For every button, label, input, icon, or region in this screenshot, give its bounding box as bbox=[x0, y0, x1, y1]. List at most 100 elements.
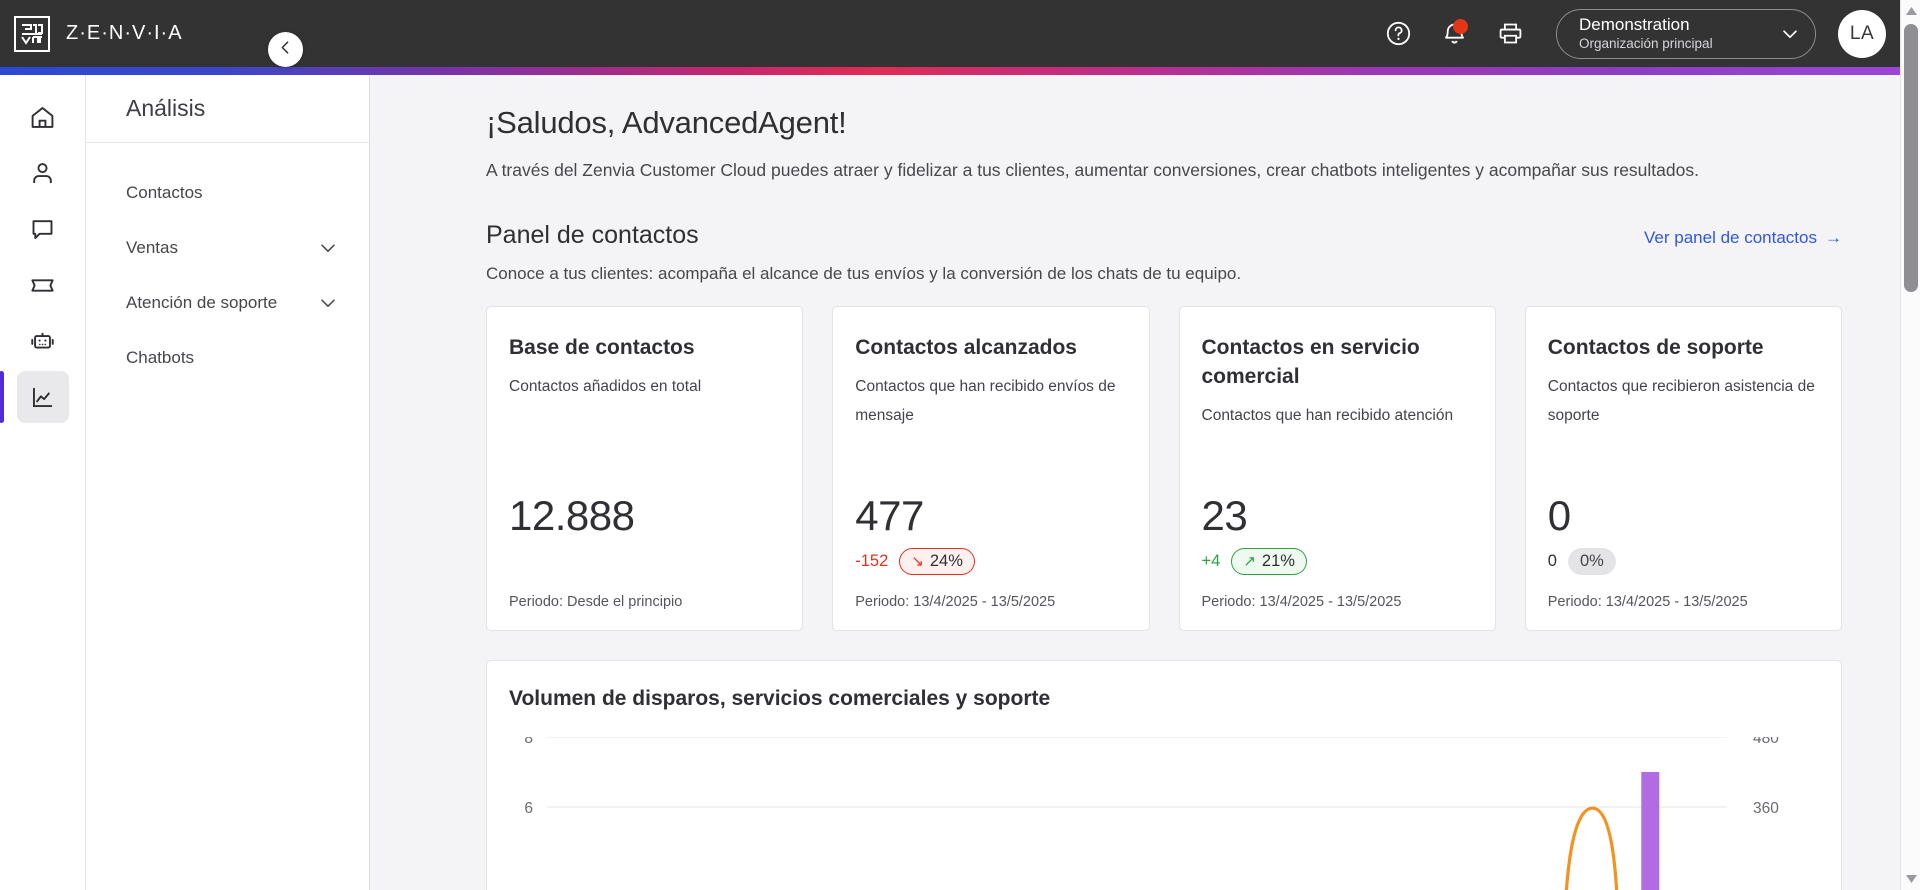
arrow-right-icon: → bbox=[1825, 228, 1842, 247]
chart-svg: 8 6 480 360 bbox=[524, 737, 1779, 890]
top-bar-actions: Demonstration Organización principal LA bbox=[1370, 6, 1900, 62]
person-icon bbox=[29, 160, 56, 187]
brand-gradient-strip bbox=[0, 67, 1900, 75]
organization-subtitle: Organización principal bbox=[1579, 36, 1713, 51]
status-badge: ↗ 21% bbox=[1231, 548, 1307, 575]
chart-line bbox=[1564, 806, 1619, 890]
metric-card-delta-row: 0 0% bbox=[1548, 547, 1819, 576]
metric-card-title: Contactos de soporte bbox=[1547, 336, 1764, 359]
brand[interactable]: Z·E·N·V·I·A bbox=[14, 15, 183, 52]
nav-panel-header: Análisis bbox=[86, 75, 369, 143]
chart-plot[interactable]: 8 6 480 360 bbox=[487, 737, 1841, 890]
chart-bar bbox=[1641, 772, 1660, 890]
brand-wordmark: Z·E·N·V·I·A bbox=[66, 22, 183, 44]
organization-text: Demonstration Organización principal bbox=[1579, 14, 1713, 53]
metric-card-value: 12.888 bbox=[509, 492, 635, 539]
status-badge-label: 21% bbox=[1261, 552, 1295, 570]
rail-item-analytics[interactable] bbox=[0, 371, 69, 423]
status-badge-label: 24% bbox=[929, 552, 963, 570]
trend-up-icon: ↗ bbox=[1243, 553, 1256, 570]
organization-selector[interactable]: Demonstration Organización principal bbox=[1556, 8, 1816, 59]
metric-card-delta: -152 bbox=[855, 552, 889, 570]
bell-icon bbox=[1441, 20, 1468, 47]
rail-item-home[interactable] bbox=[17, 91, 69, 143]
section-title: Panel de contactos bbox=[486, 221, 699, 249]
spacer bbox=[509, 401, 780, 492]
chat-bubble-icon bbox=[29, 216, 56, 243]
nav-item-label: Contactos bbox=[126, 182, 203, 202]
avatar[interactable]: LA bbox=[1838, 9, 1886, 58]
metric-card-value: 23 bbox=[1201, 492, 1248, 539]
chart-title: Volumen de disparos, servicios comercial… bbox=[509, 687, 1051, 710]
print-button[interactable] bbox=[1482, 6, 1538, 62]
chart-card: Volumen de disparos, servicios comercial… bbox=[486, 660, 1842, 890]
page-scrollbar[interactable] bbox=[1900, 0, 1920, 890]
organization-name: Demonstration bbox=[1579, 15, 1690, 34]
metric-card-description: Contactos añadidos en total bbox=[509, 378, 702, 395]
metric-card-delta: +4 bbox=[1201, 552, 1221, 570]
nav-item-label: Atención de soporte bbox=[126, 292, 278, 312]
chevron-down-icon[interactable] bbox=[317, 237, 339, 259]
nav-item-label: Chatbots bbox=[126, 347, 195, 367]
section-subtitle: Conoce a tus clientes: acompaña el alcan… bbox=[486, 264, 1242, 283]
spacer bbox=[1202, 430, 1473, 492]
nav-panel-list: Contactos Ventas Atención de soporte Cha… bbox=[86, 143, 369, 385]
nav-item-contactos[interactable]: Contactos bbox=[86, 165, 369, 220]
page-title: ¡Saludos, AdvancedAgent! bbox=[486, 105, 847, 140]
rail-item-contacts[interactable] bbox=[17, 147, 69, 199]
metric-card-delta-row: +4 ↗ 21% bbox=[1202, 547, 1473, 576]
zenvia-logo-icon bbox=[14, 15, 50, 52]
status-badge: 0% bbox=[1567, 548, 1616, 575]
rail-item-tickets[interactable] bbox=[17, 259, 69, 311]
chevron-left-icon bbox=[277, 39, 294, 61]
spacer bbox=[1548, 430, 1819, 492]
metric-card-description: Contactos que recibieron asistencia de s… bbox=[1547, 378, 1815, 424]
scroll-up-arrow-icon[interactable] bbox=[1901, 2, 1920, 20]
rail-item-chats[interactable] bbox=[17, 203, 69, 255]
metric-card-value: 477 bbox=[855, 492, 924, 539]
ticket-icon bbox=[29, 272, 56, 299]
view-contacts-panel-link[interactable]: Ver panel de contactos → bbox=[1644, 228, 1842, 248]
notification-badge bbox=[1453, 18, 1468, 34]
link-label: Ver panel de contactos bbox=[1644, 228, 1817, 247]
help-circle-icon bbox=[1385, 20, 1412, 47]
help-button[interactable] bbox=[1370, 6, 1426, 62]
printer-icon bbox=[1497, 20, 1524, 47]
chart-right-tick-label: 480 bbox=[1753, 737, 1779, 747]
status-badge-label: 0% bbox=[1579, 552, 1604, 570]
metric-card-list: Base de contactos Contactos añadidos en … bbox=[486, 306, 1842, 631]
nav-panel-title: Análisis bbox=[126, 95, 206, 121]
main-content: ¡Saludos, AdvancedAgent! A través del Ze… bbox=[371, 75, 1900, 890]
metric-card-description: Contactos que han recibido atención bbox=[1201, 407, 1454, 424]
trend-down-icon: ↘ bbox=[911, 553, 924, 570]
metric-card-title: Base de contactos bbox=[509, 336, 695, 359]
chevron-down-icon[interactable] bbox=[317, 292, 339, 314]
notifications-button[interactable] bbox=[1426, 6, 1482, 62]
collapse-panel-button[interactable] bbox=[268, 32, 303, 67]
metric-card-delta-row: -152 ↘ 24% bbox=[855, 547, 1126, 576]
chevron-down-icon bbox=[1761, 23, 1801, 45]
scroll-down-arrow-icon[interactable] bbox=[1901, 870, 1920, 888]
metric-card[interactable]: Base de contactos Contactos añadidos en … bbox=[486, 306, 804, 631]
metric-card[interactable]: Contactos de soporte Contactos que recib… bbox=[1524, 306, 1842, 631]
nav-item-label: Ventas bbox=[126, 237, 178, 257]
metric-card[interactable]: Contactos alcanzados Contactos que han r… bbox=[832, 306, 1150, 631]
home-icon bbox=[29, 104, 56, 131]
nav-item-chatbots[interactable]: Chatbots bbox=[86, 330, 369, 385]
nav-item-atencion-de-soporte[interactable]: Atención de soporte bbox=[86, 275, 369, 330]
secondary-nav-panel: Análisis Contactos Ventas Atención de so… bbox=[85, 75, 370, 890]
robot-icon bbox=[29, 328, 56, 355]
metric-card[interactable]: Contactos en servicio comercial Contacto… bbox=[1178, 306, 1496, 631]
rail-item-chatbots[interactable] bbox=[17, 315, 69, 367]
chart-right-tick-label: 360 bbox=[1753, 800, 1779, 817]
page-intro: A través del Zenvia Customer Cloud puede… bbox=[486, 160, 1699, 180]
line-chart-icon bbox=[29, 384, 56, 411]
chart-left-tick-label: 8 bbox=[524, 737, 533, 747]
metric-card-period: Periodo: 13/4/2025 - 13/5/2025 bbox=[855, 594, 1056, 610]
scrollbar-thumb[interactable] bbox=[1904, 24, 1918, 292]
section-header: Panel de contactos Ver panel de contacto… bbox=[486, 221, 1842, 250]
metric-card-value: 0 bbox=[1547, 492, 1571, 539]
nav-item-ventas[interactable]: Ventas bbox=[86, 220, 369, 275]
metric-card-description: Contactos que han recibido envíos de men… bbox=[855, 378, 1116, 424]
top-bar: Z·E·N·V·I·A bbox=[0, 0, 1900, 67]
